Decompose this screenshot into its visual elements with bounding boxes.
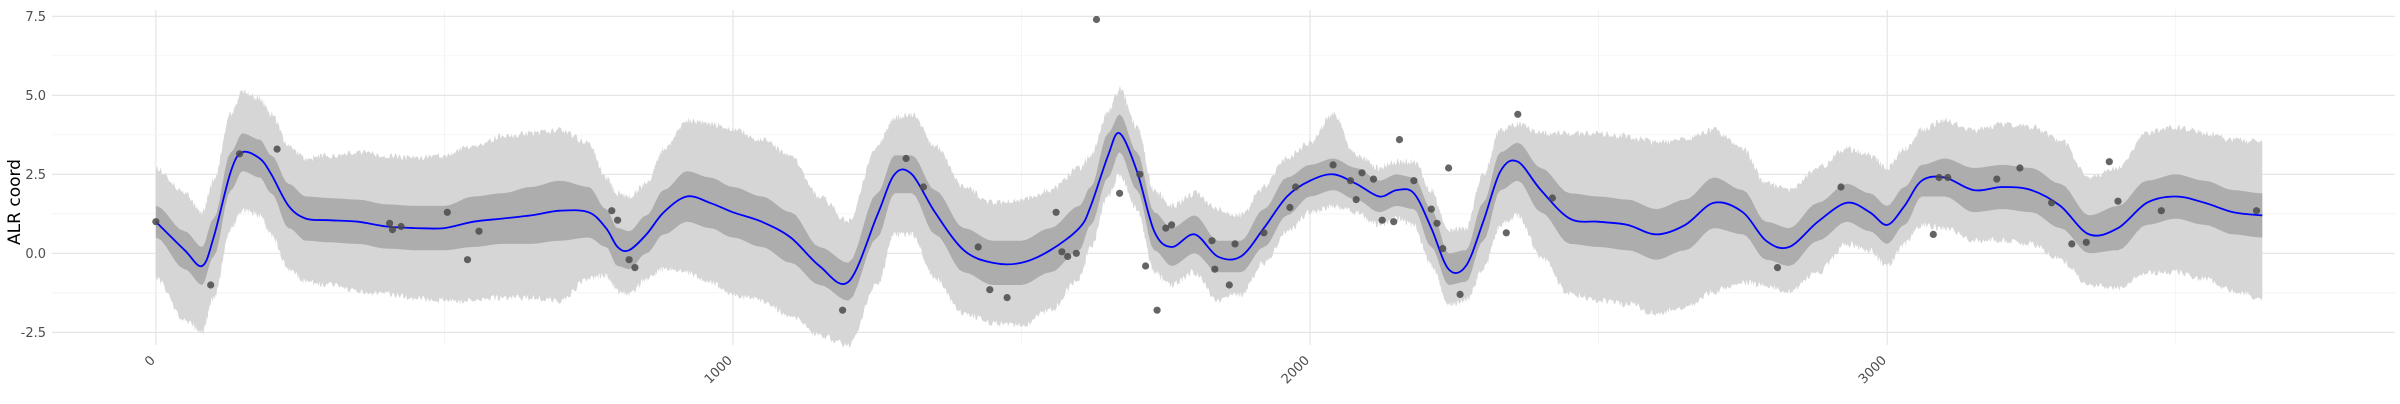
- data-point: [1260, 229, 1268, 237]
- data-point: [1003, 294, 1011, 302]
- data-point: [1502, 229, 1510, 237]
- data-point: [2157, 207, 2165, 215]
- data-point: [986, 286, 994, 294]
- mean-line-path: [155, 132, 2263, 285]
- outer-band-area: [155, 86, 2263, 349]
- data-point: [2048, 199, 2056, 207]
- data-point: [614, 216, 622, 224]
- data-point: [2068, 240, 2076, 248]
- x-tick-label: 0: [142, 353, 158, 369]
- y-tick-label: -2.5: [21, 326, 46, 341]
- data-point: [1935, 173, 1943, 182]
- inner-band-area: [155, 114, 2263, 301]
- data-point: [1548, 194, 1556, 202]
- data-point: [152, 218, 160, 226]
- data-point: [1378, 216, 1386, 224]
- y-tick-label: 7.5: [25, 10, 46, 25]
- data-point: [919, 183, 928, 191]
- data-point: [1390, 218, 1398, 226]
- data-point: [386, 219, 394, 227]
- y-tick-label: 5.0: [25, 89, 46, 104]
- data-point: [1136, 170, 1144, 178]
- data-point: [1231, 240, 1239, 248]
- data-point: [1993, 175, 2001, 183]
- data-point: [839, 306, 847, 314]
- y-tick-label: 0.0: [25, 247, 46, 262]
- data-point: [388, 226, 397, 234]
- data-point: [1439, 245, 1447, 253]
- x-tick-label: 2000: [1279, 353, 1313, 387]
- data-point: [1445, 164, 1453, 172]
- data-point: [1358, 169, 1366, 177]
- data-point: [443, 208, 451, 216]
- data-point: [1064, 252, 1072, 261]
- data-point: [1058, 248, 1066, 256]
- data-point: [475, 227, 483, 235]
- data-point: [1142, 262, 1150, 270]
- data-point: [1433, 219, 1441, 227]
- data-point: [1346, 177, 1355, 185]
- y-tick-label: 2.5: [25, 168, 46, 183]
- y-axis-title: ALR coord: [5, 159, 25, 245]
- inner-band: [155, 114, 2263, 301]
- data-point: [2252, 207, 2261, 215]
- data-point: [1052, 208, 1060, 216]
- data-point: [608, 207, 616, 215]
- data-point: [207, 281, 215, 289]
- data-point: [1116, 189, 1124, 197]
- data-point: [1072, 249, 1080, 257]
- x-tick-label: 3000: [1856, 353, 1890, 387]
- data-point: [1456, 290, 1464, 298]
- data-point: [974, 243, 982, 251]
- data-point: [1092, 15, 1101, 24]
- data-point: [1208, 237, 1216, 245]
- data-point: [236, 150, 244, 158]
- data-point: [1410, 177, 1418, 185]
- data-point: [1395, 136, 1404, 144]
- data-point: [463, 256, 472, 264]
- outer-band: [155, 86, 2263, 349]
- data-point: [1352, 196, 1360, 204]
- data-point: [1944, 173, 1952, 182]
- data-point: [1514, 110, 1522, 118]
- data-point: [625, 256, 633, 264]
- mean-line: [155, 132, 2263, 285]
- data-point: [1369, 175, 1378, 183]
- data-point: [1837, 183, 1845, 191]
- data-point: [1162, 224, 1170, 232]
- x-tick-label: 1000: [702, 353, 736, 387]
- data-point: [1211, 265, 1219, 273]
- data-point: [1292, 183, 1300, 191]
- data-point: [397, 222, 405, 231]
- data-point: [2016, 164, 2024, 172]
- data-point: [1329, 161, 1337, 169]
- x-tick-labels: 0 1000 2000 3000: [142, 353, 1890, 387]
- data-point: [631, 264, 639, 272]
- data-point: [1773, 264, 1782, 272]
- y-tick-labels: -2.5 0.0 2.5 5.0 7.5: [21, 10, 46, 341]
- data-point: [1225, 281, 1233, 289]
- data-point: [902, 154, 910, 163]
- data-point: [1929, 230, 1937, 238]
- data-point: [1427, 205, 1435, 213]
- data-point: [1168, 221, 1176, 229]
- observed-points: [152, 15, 2261, 314]
- data-point: [273, 145, 281, 153]
- data-point: [1153, 306, 1161, 314]
- data-point: [2114, 197, 2122, 205]
- data-point: [1286, 203, 1294, 212]
- data-point: [2082, 238, 2090, 246]
- data-point: [2105, 158, 2113, 166]
